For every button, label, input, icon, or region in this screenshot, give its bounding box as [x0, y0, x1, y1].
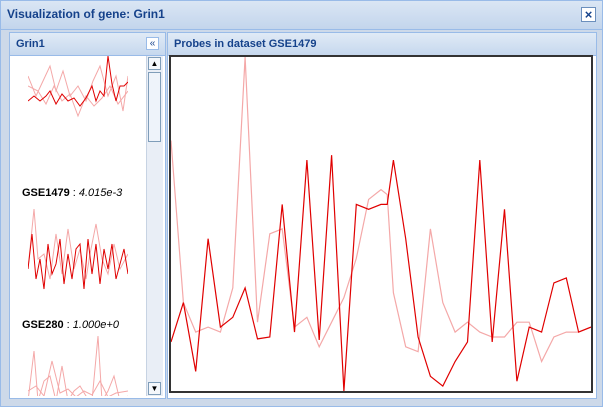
window-titlebar[interactable]: Visualization of gene: Grin1 ×: [1, 1, 602, 30]
collapse-icon[interactable]: «: [146, 37, 159, 50]
scroll-up-icon[interactable]: ▲: [148, 57, 161, 70]
scroll-down-icon[interactable]: ▼: [148, 382, 161, 395]
probes-chart: [169, 55, 593, 393]
probes-header: Probes in dataset GSE1479: [168, 33, 596, 56]
dataset-value: 1.000e+0: [72, 319, 119, 331]
probes-title: Probes in dataset GSE1479: [174, 38, 317, 50]
probes-chart-svg: [170, 56, 592, 392]
close-icon[interactable]: ×: [581, 7, 596, 22]
list-scrollbar[interactable]: ▲ ▼: [146, 56, 163, 396]
dataset-list: GSE1479 : 4.015e-3 GSE280 : 1.000e+0: [10, 56, 146, 396]
dataset-name: GSE1479: [22, 187, 70, 199]
sparkline-top[interactable]: [28, 56, 128, 136]
dataset-name: GSE280: [22, 319, 64, 331]
dataset-item-label[interactable]: GSE1479 : 4.015e-3: [22, 187, 123, 199]
probe-series-line-1: [170, 155, 592, 392]
scroll-thumb[interactable]: [148, 72, 161, 142]
dataset-value: 4.015e-3: [78, 187, 123, 199]
probes-panel: Probes in dataset GSE1479: [167, 32, 597, 399]
gene-list-header: Grin1 «: [10, 33, 165, 56]
gene-list-title: Grin1: [16, 38, 45, 50]
sparkline-gse280[interactable]: [28, 331, 128, 396]
dataset-item-label[interactable]: GSE280 : 1.000e+0: [22, 319, 119, 331]
gene-list-panel: Grin1 « GSE1479 : 4.015e-3 GSE280 : 1.00…: [9, 32, 166, 399]
window-title: Visualization of gene: Grin1: [7, 7, 165, 21]
probe-series-line-2: [170, 56, 592, 364]
sparkline-gse1479[interactable]: [28, 199, 128, 299]
